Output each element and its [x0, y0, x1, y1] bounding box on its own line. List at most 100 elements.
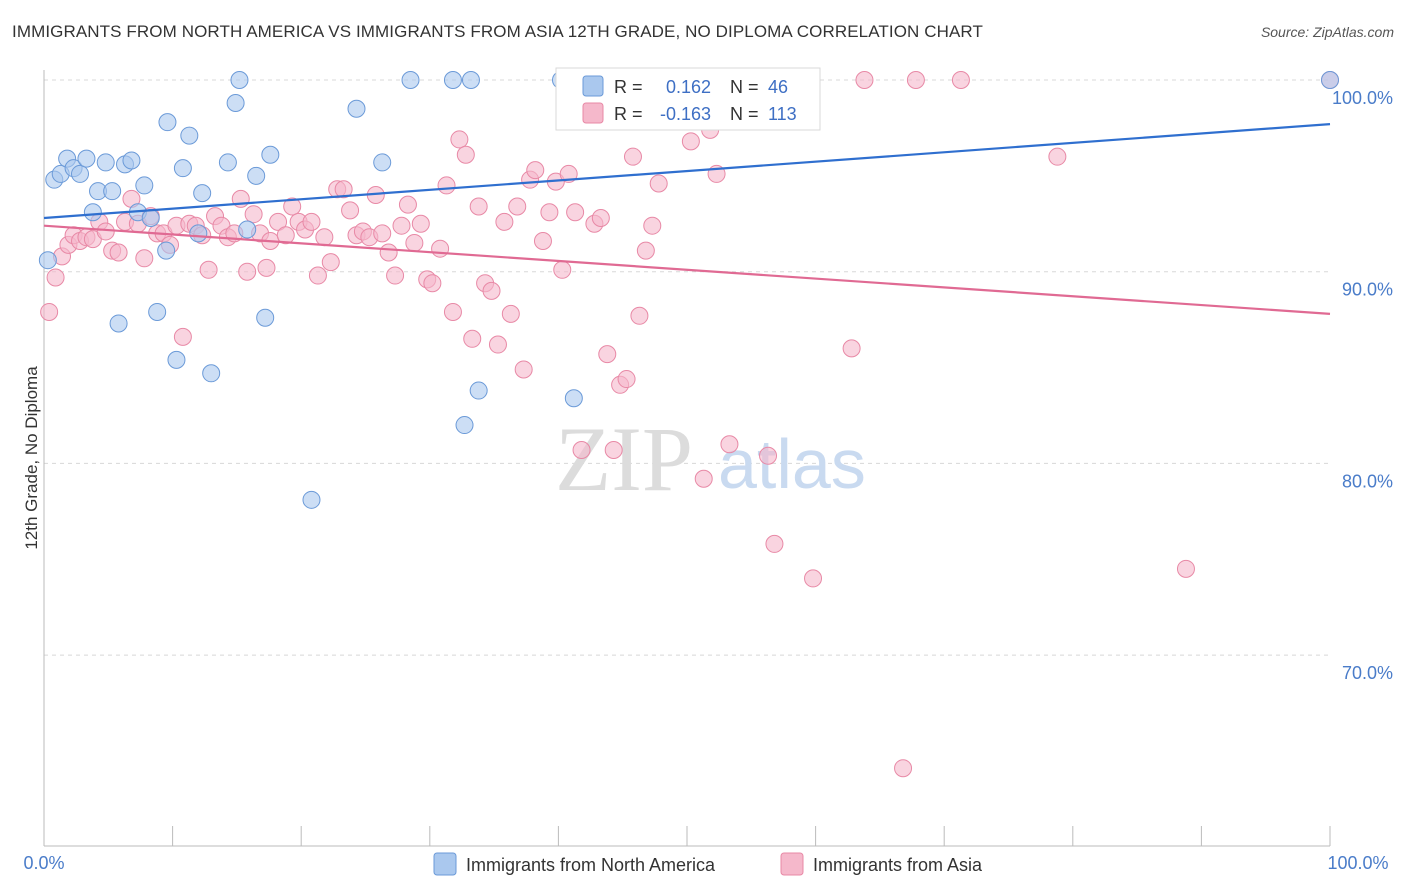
data-point: [906, 71, 925, 89]
data-point: [392, 216, 411, 235]
data-point: [894, 759, 913, 778]
data-point: [238, 220, 257, 239]
data-point: [199, 260, 218, 279]
data-point: [411, 214, 430, 233]
data-point: [405, 233, 424, 252]
data-point: [649, 174, 668, 193]
data-point: [226, 94, 245, 113]
bottom-legend-swatch-pink: [780, 852, 804, 876]
data-point: [398, 195, 417, 214]
data-point: [38, 251, 57, 270]
data-point: [443, 71, 462, 89]
data-point: [455, 416, 474, 435]
data-point: [423, 274, 442, 293]
legend-n-value-blue: 46: [768, 77, 788, 97]
data-point: [533, 232, 552, 251]
data-point: [617, 370, 636, 389]
bottom-legend: Immigrants from North America Immigrants…: [433, 852, 983, 876]
data-point: [302, 212, 321, 231]
data-point: [1321, 71, 1339, 89]
data-point: [148, 302, 167, 321]
data-point: [157, 241, 176, 260]
data-point: [46, 268, 65, 287]
data-point: [450, 130, 469, 149]
data-point: [559, 164, 578, 183]
data-point: [1176, 559, 1195, 578]
bottom-legend-label-blue: Immigrants from North America: [466, 855, 716, 875]
data-point: [564, 389, 583, 408]
data-point: [765, 534, 784, 553]
data-point: [244, 205, 263, 224]
data-point: [347, 99, 366, 118]
data-point: [630, 306, 649, 325]
legend-n-label-blue: N =: [730, 77, 759, 97]
data-point: [855, 71, 874, 89]
data-point: [218, 153, 237, 172]
data-point: [842, 339, 861, 358]
data-point: [431, 239, 450, 258]
data-point: [109, 243, 128, 262]
data-point: [1048, 147, 1067, 166]
data-point: [256, 308, 275, 327]
data-point: [443, 302, 462, 321]
y-tick-label-90: 90.0%: [1342, 280, 1393, 300]
data-point: [257, 258, 276, 277]
data-point: [643, 216, 662, 235]
data-point: [96, 153, 115, 172]
data-point: [566, 203, 585, 222]
legend-r-value-blue: 0.162: [666, 77, 711, 97]
legend-n-value-pink: 113: [768, 104, 797, 124]
data-point: [334, 180, 353, 199]
data-point: [247, 166, 266, 185]
watermark-atlas: atlas: [718, 425, 866, 503]
data-point: [83, 203, 102, 222]
data-point: [623, 147, 642, 166]
series-asia-points: [40, 71, 1339, 778]
data-point: [604, 440, 623, 459]
trend-line-north-america: [43, 122, 1331, 220]
data-point: [373, 224, 392, 243]
data-point: [540, 203, 559, 222]
data-point: [315, 228, 334, 247]
data-point: [681, 132, 700, 151]
data-point: [437, 176, 456, 195]
data-point: [951, 71, 970, 89]
trend-line-asia: [43, 224, 1331, 315]
data-point: [269, 212, 288, 231]
data-point: [495, 212, 514, 231]
data-point: [461, 71, 480, 89]
data-point: [141, 209, 160, 228]
data-point: [238, 262, 257, 281]
data-point: [167, 350, 186, 369]
y-tick-label-100: 100.0%: [1332, 88, 1393, 108]
bottom-legend-swatch-blue: [433, 852, 457, 876]
data-point: [109, 314, 128, 333]
data-point: [158, 113, 177, 132]
y-tick-labels: 70.0% 80.0% 90.0% 100.0%: [1332, 88, 1393, 683]
data-point: [508, 197, 527, 216]
legend-r-value-pink: -0.163: [660, 104, 711, 124]
data-point: [401, 71, 420, 89]
data-point: [135, 249, 154, 268]
data-point: [759, 446, 778, 465]
x-tick-label-min: 0.0%: [23, 853, 64, 873]
data-point: [122, 151, 141, 170]
data-point: [482, 281, 501, 300]
bottom-legend-label-pink: Immigrants from Asia: [813, 855, 983, 875]
data-point: [572, 440, 591, 459]
y-axis-label: 12th Grade, No Diploma: [22, 366, 41, 550]
x-axis-ticks: [43, 826, 1331, 846]
data-point: [189, 224, 208, 243]
data-point: [276, 226, 295, 245]
y-tick-label-80: 80.0%: [1342, 471, 1393, 491]
data-point: [488, 335, 507, 354]
data-point: [591, 209, 610, 228]
legend-r-label-pink: R =: [614, 104, 643, 124]
data-point: [469, 381, 488, 400]
data-point: [386, 266, 405, 285]
legend: R = 0.162 N = 46 R = -0.163 N = 113: [555, 67, 821, 131]
chart-title: IMMIGRANTS FROM NORTH AMERICA VS IMMIGRA…: [12, 22, 983, 41]
data-point: [180, 126, 199, 145]
data-point: [694, 469, 713, 488]
legend-swatch-blue: [582, 75, 604, 97]
